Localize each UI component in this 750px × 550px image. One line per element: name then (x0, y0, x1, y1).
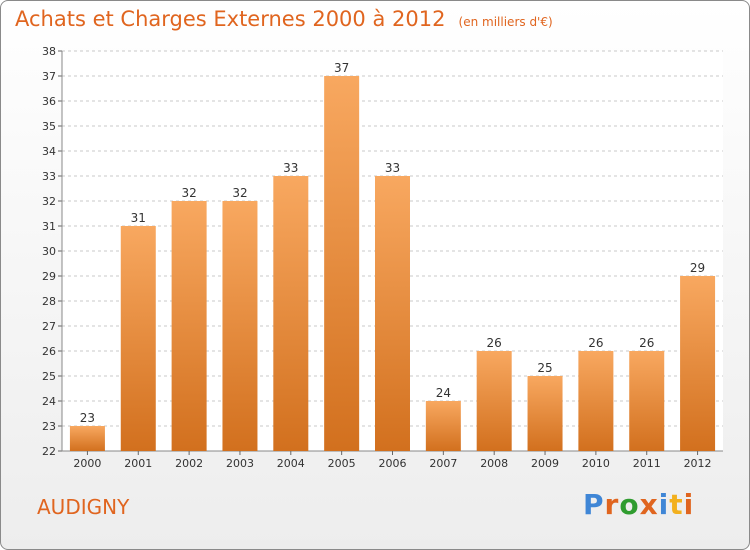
y-tick-label: 34 (42, 145, 56, 158)
logo-letter: t (669, 488, 684, 521)
bar (69, 426, 105, 451)
logo-letter: r (604, 488, 620, 521)
logo-letter: i (658, 488, 670, 521)
y-tick-label: 26 (42, 345, 56, 358)
bar-value-label: 32 (232, 186, 247, 200)
x-tick-label: 2001 (124, 457, 152, 470)
y-tick-label: 32 (42, 195, 56, 208)
bar (476, 351, 512, 451)
x-tick-label: 2010 (582, 457, 610, 470)
x-tick-label: 2008 (480, 457, 508, 470)
y-tick-label: 37 (42, 70, 56, 83)
bar-value-label: 26 (588, 336, 603, 350)
logo-letter: x (639, 488, 659, 521)
y-tick-label: 31 (42, 220, 56, 233)
bar-value-label: 26 (639, 336, 654, 350)
bar (375, 176, 410, 451)
proxiti-logo[interactable]: Proxiti (583, 488, 694, 521)
bar-value-label: 24 (436, 386, 451, 400)
y-tick-label: 38 (42, 45, 56, 58)
logo-letter: o (619, 488, 640, 521)
bar (324, 76, 360, 451)
x-tick-label: 2012 (684, 457, 712, 470)
y-tick-label: 23 (42, 420, 56, 433)
bar (120, 226, 156, 451)
y-tick-label: 24 (42, 395, 56, 408)
bar-value-label: 37 (334, 61, 349, 75)
bar (629, 351, 665, 451)
y-tick-label: 36 (42, 95, 56, 108)
bar-value-label: 32 (181, 186, 196, 200)
bar-value-label: 29 (690, 261, 705, 275)
chart-title: Achats et Charges Externes 2000 à 2012 (15, 7, 446, 31)
bar (273, 176, 309, 451)
bar-value-label: 25 (537, 361, 552, 375)
x-tick-label: 2000 (73, 457, 101, 470)
y-tick-label: 25 (42, 370, 56, 383)
logo-letter: i (683, 488, 695, 521)
x-tick-label: 2004 (277, 457, 305, 470)
x-tick-label: 2011 (633, 457, 661, 470)
x-tick-label: 2003 (226, 457, 254, 470)
bar-value-label: 23 (80, 411, 95, 425)
bar (425, 401, 461, 451)
y-tick-label: 27 (42, 320, 56, 333)
bar-value-label: 33 (283, 161, 298, 175)
chart-subtitle: (en milliers d'€) (458, 15, 553, 29)
y-tick-label: 29 (42, 270, 56, 283)
x-tick-label: 2007 (429, 457, 457, 470)
chart-title-row: Achats et Charges Externes 2000 à 2012 (… (15, 7, 553, 31)
bar (578, 351, 614, 451)
commune-name: AUDIGNY (37, 495, 130, 519)
x-tick-label: 2006 (379, 457, 407, 470)
y-tick-label: 22 (42, 445, 56, 458)
bar-value-label: 33 (385, 161, 400, 175)
bar-value-label: 26 (487, 336, 502, 350)
bar (171, 201, 207, 451)
y-tick-label: 33 (42, 170, 56, 183)
x-tick-label: 2009 (531, 457, 559, 470)
x-tick-label: 2002 (175, 457, 203, 470)
y-tick-label: 30 (42, 245, 56, 258)
bar (680, 276, 716, 451)
bar (222, 201, 258, 451)
bar-value-label: 31 (131, 211, 146, 225)
y-tick-label: 35 (42, 120, 56, 133)
x-tick-label: 2005 (328, 457, 356, 470)
bar (527, 376, 563, 451)
y-tick-label: 28 (42, 295, 56, 308)
logo-letter: P (583, 488, 605, 521)
